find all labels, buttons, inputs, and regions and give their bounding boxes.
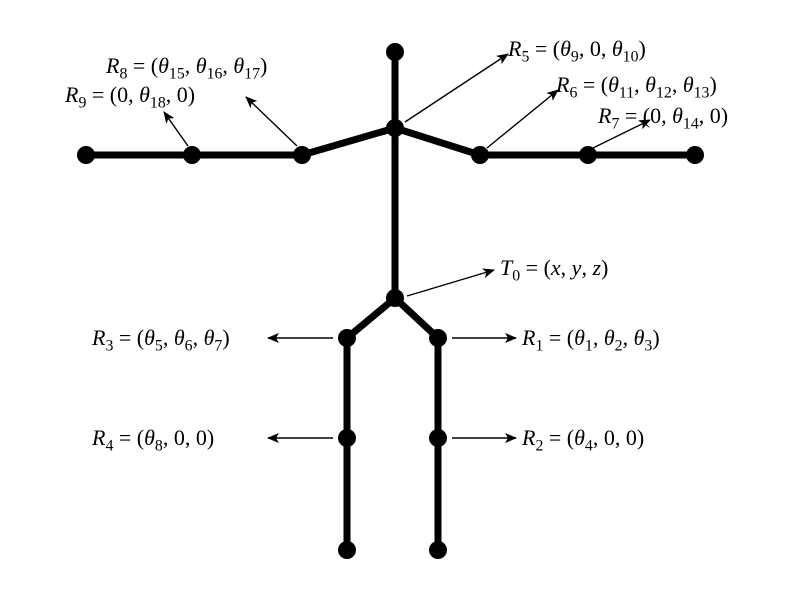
joint-l_foot xyxy=(338,541,356,559)
label-R5: R5 = (θ9, 0, θ10) xyxy=(508,36,646,66)
joint-head xyxy=(386,43,404,61)
a_R8 xyxy=(246,97,297,146)
label-R3: R3 = (θ5, θ6, θ7) xyxy=(92,325,230,355)
joint-l_elb xyxy=(183,146,201,164)
label-R7: R7 = (0, θ14, 0) xyxy=(598,103,728,133)
bone xyxy=(302,128,395,155)
arrows xyxy=(164,54,650,438)
joint-r_foot xyxy=(429,541,447,559)
label-R8: R8 = (θ15, θ16, θ17) xyxy=(106,53,267,83)
joint-l_hip xyxy=(338,329,356,347)
bone xyxy=(395,128,480,155)
joint-r_wri xyxy=(686,146,704,164)
joint-l_knee xyxy=(338,429,356,447)
joint-r_elb xyxy=(579,146,597,164)
a_R6 xyxy=(487,90,558,148)
label-R4: R4 = (θ8, 0, 0) xyxy=(92,425,214,455)
label-R1: R1 = (θ1, θ2, θ3) xyxy=(522,325,660,355)
joint-l_sho xyxy=(293,146,311,164)
label-R6: R6 = (θ11, θ12, θ13) xyxy=(556,72,717,102)
joint-neck xyxy=(386,119,404,137)
joint-r_sho xyxy=(471,146,489,164)
joint-pelvis xyxy=(386,289,404,307)
a_R5 xyxy=(405,54,508,122)
label-R2: R2 = (θ4, 0, 0) xyxy=(522,425,644,455)
joint-r_knee xyxy=(429,429,447,447)
a_R9 xyxy=(164,112,188,146)
label-R9: R9 = (0, θ18, 0) xyxy=(65,82,195,112)
a_T0 xyxy=(407,270,494,296)
joint-l_wri xyxy=(77,146,95,164)
joint-r_hip xyxy=(429,329,447,347)
label-T0: T0 = (x, y, z) xyxy=(500,255,608,285)
bone xyxy=(347,298,395,338)
